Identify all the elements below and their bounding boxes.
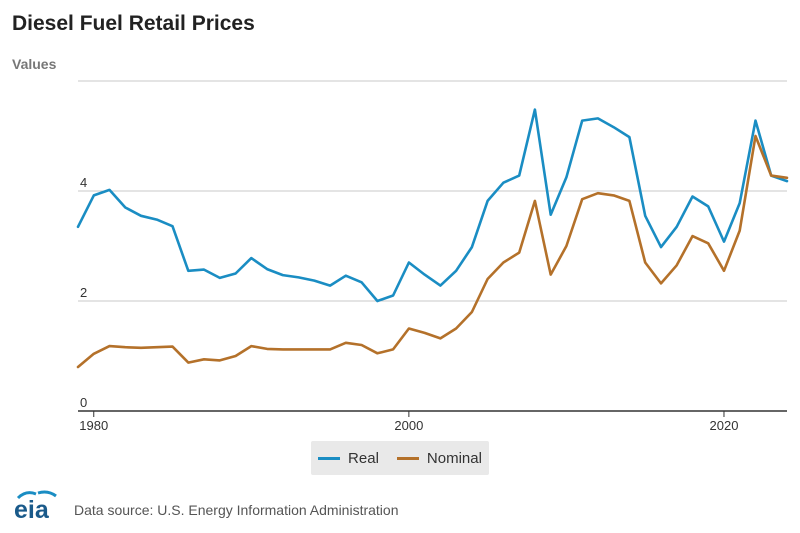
legend-swatch-real — [318, 456, 341, 460]
chart-title: Diesel Fuel Retail Prices — [12, 12, 255, 35]
legend-label-nominal: Nominal — [426, 449, 482, 467]
y-axis-label: Values — [12, 56, 57, 72]
legend-swatch-nominal — [396, 456, 419, 460]
eia-logo-icon[interactable]: eia — [12, 488, 64, 522]
x-tick-label: 1980 — [79, 418, 108, 433]
series-line-real[interactable] — [76, 108, 789, 303]
y-tick-label: 4 — [80, 175, 87, 190]
legend-item-real[interactable]: Real — [318, 450, 379, 467]
grid-lines — [78, 80, 787, 412]
series-lines — [76, 108, 789, 369]
line-chart: Values 0 2 4 1980 2000 2020 — [12, 56, 789, 433]
x-tick-label: 2000 — [394, 418, 423, 433]
series-line-nominal[interactable] — [76, 134, 789, 369]
y-tick-labels: 0 2 4 — [80, 175, 87, 410]
y-tick-label: 0 — [80, 395, 87, 410]
eia-logo-text: eia — [14, 496, 50, 522]
legend-item-nominal[interactable]: Nominal — [396, 449, 482, 467]
x-tick-label: 2020 — [710, 418, 739, 433]
footer: eia Data source: U.S. Energy Information… — [12, 488, 398, 522]
legend: Real Nominal — [311, 441, 489, 475]
data-source-text: Data source: U.S. Energy Information Adm… — [74, 502, 399, 518]
legend-label-real: Real — [348, 449, 379, 467]
y-tick-label: 2 — [80, 285, 87, 300]
x-tick-labels: 1980 2000 2020 — [79, 411, 738, 433]
